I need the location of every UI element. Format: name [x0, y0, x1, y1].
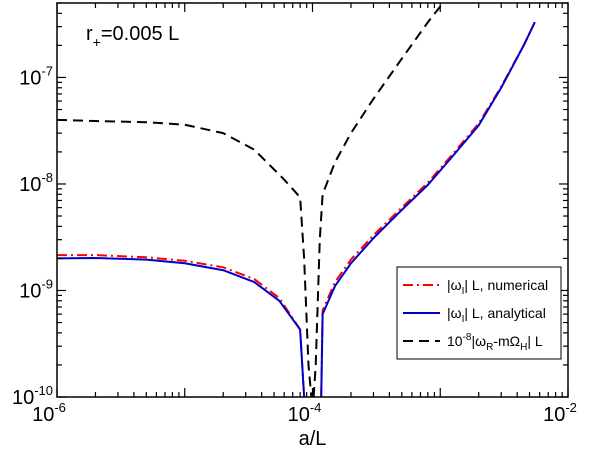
x-tick-label: 10-4 [288, 400, 322, 426]
ticks-layer [56, 2, 569, 398]
x-axis-title: a/L [299, 428, 327, 450]
x-tick-label: 10-2 [543, 400, 577, 426]
legend-label: 10-8|ωR-mΩH| L [447, 332, 543, 353]
y-tick-label: 10-10 [12, 383, 53, 409]
legend: |ωI| L, numerical |ωI| L, analytical 10-8|… [396, 266, 562, 360]
y-tick-label: 10-8 [19, 170, 53, 196]
chart-annotation: r+=0.005 L [86, 23, 179, 50]
x-tick-label: 10-6 [32, 400, 66, 426]
y-tick-label: 10-7 [19, 63, 53, 89]
series-line-1 [57, 21, 536, 397]
series-layer [57, 3, 536, 397]
legend-label: |ωI| L, analytical [447, 305, 546, 325]
y-tick-label: 10-9 [19, 276, 53, 302]
legend-label: |ωI| L, numerical [447, 277, 548, 297]
tick-labels: 10-6 10-4 10-2 10-10 10-9 10-8 10-7 [12, 63, 577, 426]
series-line-2 [57, 3, 444, 397]
